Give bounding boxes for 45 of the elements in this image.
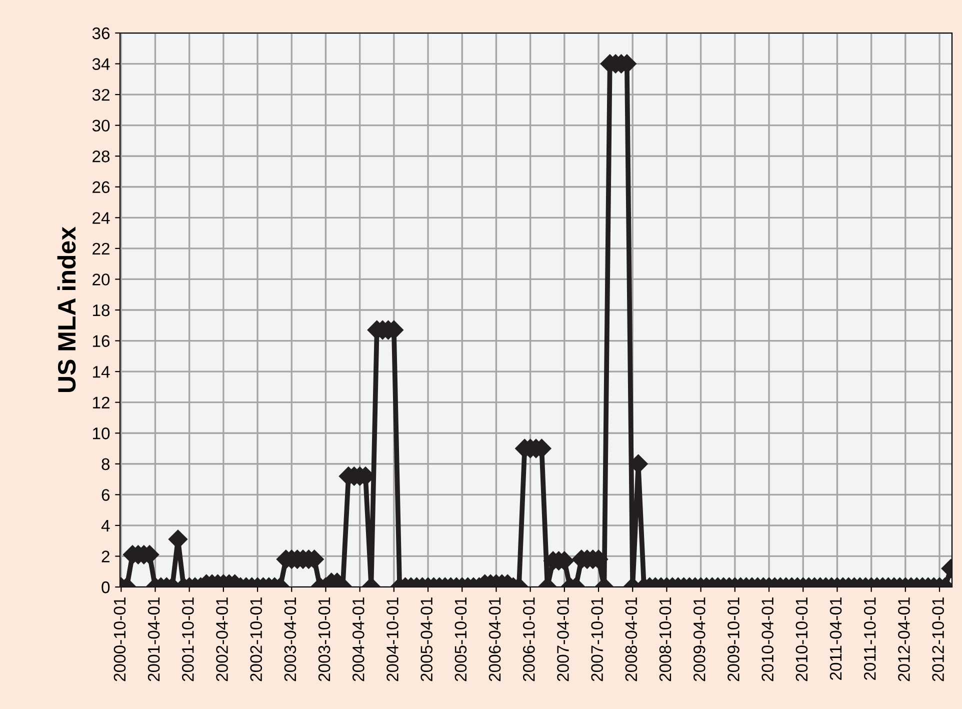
- x-tick-label: 2001-04-01: [148, 598, 160, 682]
- y-tick-label: 8: [102, 458, 110, 470]
- x-tick-label: 2002-04-01: [216, 598, 228, 682]
- x-tick-label: 2007-04-01: [557, 598, 569, 682]
- x-tick-label: 2011-04-01: [830, 598, 842, 680]
- y-tick-label: 26: [92, 181, 110, 194]
- y-tick-label: 4: [101, 520, 110, 532]
- x-tick-label: 2000-10-01: [114, 598, 126, 682]
- x-tick-label: 2009-04-01: [693, 598, 706, 682]
- y-tick-label: 20: [92, 274, 110, 286]
- y-tick-label: 36: [92, 27, 110, 40]
- x-tick-label: 2002-10-01: [250, 598, 262, 682]
- x-tick-label: 2010-10-01: [796, 598, 808, 682]
- x-tick-label: 2005-10-01: [454, 598, 467, 682]
- x-tick-label: 2009-10-01: [728, 598, 740, 682]
- y-tick-label: 10: [93, 428, 110, 440]
- x-tick-label: 2005-04-01: [420, 598, 432, 682]
- y-tick-label: 22: [92, 242, 110, 254]
- x-tick-label: 2003-04-01: [284, 598, 296, 682]
- y-tick-label: 2: [102, 550, 110, 562]
- y-tick-label: 34: [92, 58, 110, 70]
- x-tick-label: 2006-04-01: [488, 598, 501, 682]
- y-tick-label: 0: [102, 581, 110, 594]
- y-tick-label: 18: [93, 304, 110, 316]
- x-tick-label: 2006-10-01: [522, 598, 535, 682]
- y-tick-label: 24: [92, 212, 110, 224]
- y-tick-label: 6: [102, 489, 110, 501]
- y-tick-label: 12: [93, 396, 110, 408]
- y-tick-label: 28: [92, 150, 110, 162]
- x-tick-label: 2004-10-01: [386, 598, 398, 682]
- y-tick-label: 14: [93, 366, 110, 378]
- x-tick-label: 2012-10-01: [932, 598, 944, 682]
- y-axis-title: US MLA index: [57, 226, 76, 392]
- x-tick-label: 2011-10-01: [864, 598, 876, 680]
- y-tick-label: 16: [93, 335, 110, 347]
- x-tick-label: 2008-10-01: [659, 598, 672, 682]
- x-tick-label: 2007-10-01: [591, 598, 603, 682]
- x-tick-label: 2004-04-01: [352, 598, 364, 682]
- x-tick-label: 2001-10-01: [182, 598, 194, 682]
- x-tick-label: 2003-10-01: [318, 598, 330, 682]
- y-tick-label: 30: [92, 120, 110, 132]
- x-tick-label: 2008-04-01: [625, 598, 638, 682]
- x-tick-label: 2010-04-01: [762, 598, 774, 682]
- x-tick-label: 2012-04-01: [898, 598, 910, 682]
- y-tick-label: 32: [92, 88, 110, 101]
